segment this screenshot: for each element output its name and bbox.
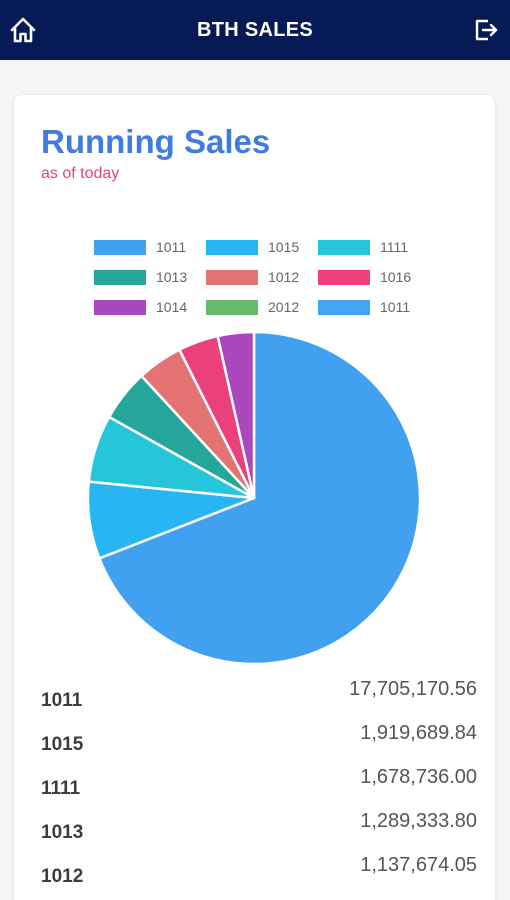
sales-row: 1111 1,678,736.00 bbox=[41, 766, 477, 810]
logout-icon bbox=[475, 19, 498, 41]
legend-label: 1012 bbox=[268, 269, 300, 285]
legend-swatch bbox=[318, 239, 370, 255]
sales-row-value: 1,137,674.05 bbox=[360, 854, 477, 876]
pie-slice-1014[interactable] bbox=[216, 330, 256, 500]
legend-label: 1014 bbox=[156, 299, 188, 315]
sales-list: 1011 17,705,170.56 1015 1,919,689.84 1111 1,6… bbox=[41, 678, 477, 898]
sales-row-value: 1,289,333.80 bbox=[360, 810, 477, 832]
card-title: Running Sales bbox=[41, 123, 271, 160]
card-subtitle: as of today bbox=[41, 165, 120, 182]
sales-row-code: 1013 bbox=[41, 822, 84, 843]
legend-label: 1016 bbox=[380, 269, 412, 285]
running-sales-card: Running Sales as of today 1011 1015 1111 10… bbox=[14, 95, 495, 900]
sales-row-value: 1,678,736.00 bbox=[360, 766, 477, 788]
legend-item[interactable]: 1014 bbox=[94, 298, 206, 316]
sales-row-code: 1011 bbox=[41, 690, 83, 711]
pie-svg bbox=[86, 330, 422, 666]
legend-label: 2012 bbox=[268, 299, 300, 315]
legend-swatch bbox=[318, 269, 370, 285]
legend-item[interactable]: 2012 bbox=[206, 298, 318, 316]
sales-row-code: 1015 bbox=[41, 734, 84, 755]
pie-chart bbox=[86, 330, 422, 666]
sales-row: 1011 17,705,170.56 bbox=[41, 678, 477, 722]
sales-row-value: 1,919,689.84 bbox=[360, 722, 477, 744]
legend-item[interactable]: 1011 bbox=[318, 298, 430, 316]
legend-item[interactable]: 1111 bbox=[318, 238, 430, 256]
sales-row-value: 17,705,170.56 bbox=[349, 678, 477, 700]
legend-swatch bbox=[206, 299, 258, 315]
chart-legend: 1011 1015 1111 1013 1012 1016 1014 2012 1011 bbox=[94, 238, 434, 316]
legend-item[interactable]: 1016 bbox=[318, 268, 430, 286]
legend-swatch bbox=[94, 299, 146, 315]
legend-label: 1015 bbox=[268, 239, 300, 255]
legend-label: 1111 bbox=[380, 239, 409, 255]
sales-row-code: 1111 bbox=[41, 778, 81, 799]
logout-button[interactable] bbox=[470, 14, 502, 46]
sales-row: 1013 1,289,333.80 bbox=[41, 810, 477, 854]
legend-label: 1013 bbox=[156, 269, 188, 285]
legend-item[interactable]: 1013 bbox=[94, 268, 206, 286]
legend-label: 1011 bbox=[380, 299, 411, 315]
legend-item[interactable]: 1011 bbox=[94, 238, 206, 256]
pie-slice-1011[interactable] bbox=[98, 330, 422, 666]
sales-row: 1012 1,137,674.05 bbox=[41, 854, 477, 898]
app-header: BTH SALES bbox=[0, 0, 510, 60]
legend-swatch bbox=[318, 299, 370, 315]
legend-label: 1011 bbox=[156, 239, 187, 255]
page-title: BTH SALES bbox=[196, 18, 314, 41]
legend-swatch bbox=[94, 239, 146, 255]
legend-swatch bbox=[206, 269, 258, 285]
legend-swatch bbox=[94, 269, 146, 285]
home-button[interactable] bbox=[7, 14, 39, 46]
legend-swatch bbox=[206, 239, 258, 255]
legend-item[interactable]: 1012 bbox=[206, 268, 318, 286]
sales-row: 1015 1,919,689.84 bbox=[41, 722, 477, 766]
sales-row-code: 1012 bbox=[41, 866, 84, 887]
legend-item[interactable]: 1015 bbox=[206, 238, 318, 256]
home-icon bbox=[10, 17, 36, 43]
